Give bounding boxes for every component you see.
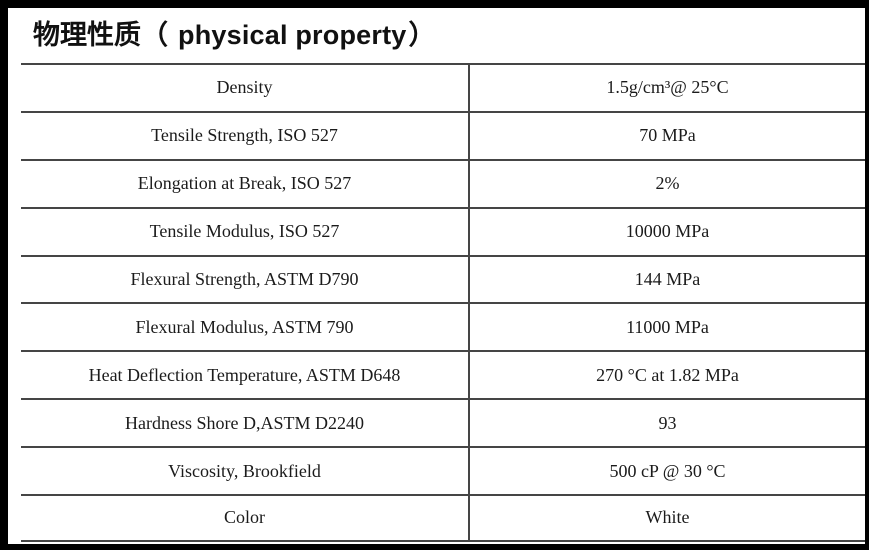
property-cell: Tensile Strength, ISO 527 <box>21 112 470 159</box>
page-title-chinese: 物理性质（ <box>33 20 168 50</box>
value-cell: 500 cP @ 30 °C <box>609 460 726 481</box>
table-row-color: Color White <box>21 494 865 542</box>
property-cell: Density <box>21 65 470 111</box>
property-cell: Flexural Modulus, ASTM 790 <box>21 304 470 351</box>
table-row-heat-deflection: Heat Deflection Temperature, ASTM D648 2… <box>21 350 865 399</box>
table-row-viscosity: Viscosity, Brookfield 500 cP @ 30 °C <box>21 446 865 495</box>
value-cell: 2% <box>655 173 680 194</box>
table-row-flexural-modulus: Flexural Modulus, ASTM 790 11000 MPa <box>21 302 865 351</box>
page-title: 物理性质（ physical property） <box>33 22 435 49</box>
property-cell: Flexural Strength, ASTM D790 <box>21 256 470 303</box>
section-header: 物理性质（ physical property） <box>8 8 865 63</box>
value-cell: 93 <box>658 412 677 433</box>
property-cell: Viscosity, Brookfield <box>21 448 470 495</box>
page-title-close-paren: ） <box>408 20 436 50</box>
physical-property-table: Density 1.5g/cm³@ 25°C Tensile Strength,… <box>21 63 865 542</box>
value-cell: 1.5g/cm³@ 25°C <box>606 77 729 98</box>
value-cell: White <box>645 507 690 528</box>
table-row-tensile-strength: Tensile Strength, ISO 527 70 MPa <box>21 110 865 159</box>
property-cell: Hardness Shore D,ASTM D2240 <box>21 400 470 447</box>
table-row-tensile-modulus: Tensile Modulus, ISO 527 10000 MPa <box>21 206 865 255</box>
value-cell: 10000 MPa <box>625 221 710 242</box>
property-cell: Tensile Modulus, ISO 527 <box>21 208 470 255</box>
table-row-elongation: Elongation at Break, ISO 527 2% <box>21 158 865 207</box>
property-cell: Heat Deflection Temperature, ASTM D648 <box>21 352 470 399</box>
table-row-flexural-strength: Flexural Strength, ASTM D790 144 MPa <box>21 254 865 303</box>
value-cell: 144 MPa <box>634 269 701 289</box>
property-cell: Color <box>21 496 470 540</box>
page-title-english: physical property <box>178 20 407 50</box>
value-cell: 11000 MPa <box>626 316 709 337</box>
table-row-hardness: Hardness Shore D,ASTM D2240 93 <box>21 398 865 447</box>
value-cell: 270 °C at 1.82 MPa <box>596 364 739 385</box>
value-cell: 70 MPa <box>639 125 696 146</box>
property-cell: Elongation at Break, ISO 527 <box>21 160 470 207</box>
table-row-density: Density 1.5g/cm³@ 25°C <box>21 63 865 111</box>
